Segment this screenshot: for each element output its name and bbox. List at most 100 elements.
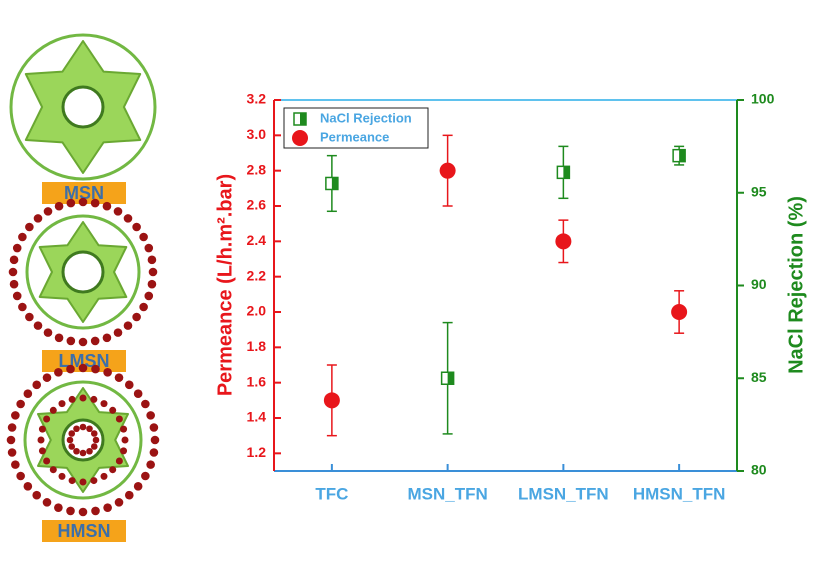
y2-tick-label: 90 [751,276,767,292]
mid-dot [43,457,51,465]
y-tick-label: 1.2 [247,444,267,460]
mid-dot [58,472,66,480]
shell-dot [141,399,150,409]
shell-dot [124,490,134,500]
shell-dot [103,503,112,512]
mid-dot [121,436,129,444]
shell-dot [7,423,17,432]
y2-tick-label: 95 [751,183,767,199]
mid-dot [49,466,57,474]
shell-dot [33,214,43,223]
shell-dot [9,255,19,265]
y2-axis-label: NaCl Rejection (%) [785,196,807,374]
shell-dot [23,481,33,491]
shell-dot [66,506,75,516]
x-tick-label: MSN_TFN [407,484,487,503]
marker-half [447,372,454,385]
inner-dot [79,423,87,431]
shell-dot [42,498,52,507]
shell-dot [149,448,159,457]
shell-dot [124,380,134,390]
shell-dot [43,328,53,337]
legend-label: NaCl Rejection [320,110,412,125]
shell-dot [11,460,20,469]
shell-dot [123,321,133,330]
mid-dot [38,425,46,433]
shell-dot [102,333,112,343]
y-tick-label: 3.2 [247,91,267,107]
data-point [323,392,340,409]
inner-dot [86,425,93,433]
legend-marker [293,112,307,126]
shell-dot [9,279,19,289]
inner-dot [90,430,98,437]
mid-dot [120,425,128,433]
shell-dot [66,336,76,346]
mid-dot [109,466,117,474]
shell-dot [16,399,25,409]
shell-dot [78,507,88,517]
shell-dot [43,207,53,216]
shell-dot [147,255,157,265]
x-tick-label: HMSN_TFN [633,484,726,503]
y-tick-label: 2.2 [247,267,267,283]
inner-dot [68,443,76,450]
shell-dot [132,222,141,232]
y-tick-label: 2.6 [247,197,267,213]
mid-dot [68,395,76,403]
inner-dot [68,430,76,437]
y-tick-label: 3.0 [247,126,267,142]
shell-dot [25,312,34,322]
label-box [42,350,126,372]
mid-dot [90,477,98,485]
legend-marker [292,130,308,146]
mid-dot [58,400,66,408]
mid-dot [38,447,46,455]
y2-tick-label: 80 [751,462,767,478]
shell-dot [42,373,52,382]
shell-dot [114,498,124,507]
inner-dot [92,436,100,444]
shell-dot [150,435,160,445]
shell-dot [66,198,76,208]
shell-dot [90,336,100,346]
data-point [439,162,456,179]
shell-dot [148,267,158,277]
data-point [556,165,571,180]
y2-tick-label: 100 [751,91,775,107]
shell-dot [12,243,22,253]
shell-dot [139,232,148,242]
inner-dot [66,436,74,444]
y-tick-label: 2.4 [247,232,267,248]
mid-dot [79,478,87,486]
y2-tick-label: 85 [751,369,767,385]
shell-dot [12,291,22,301]
mid-dot [115,457,123,465]
shell-dot [146,411,155,420]
y-tick-label: 2.0 [247,303,267,319]
shell-dot [149,423,159,432]
data-point [440,371,455,385]
data-point [672,148,686,163]
mid-dot [90,395,98,403]
inner-dot [79,449,87,457]
shell-dot [102,201,112,211]
data-point [555,233,572,250]
shell-dot [141,471,150,481]
pore [61,85,105,129]
shell-dot [33,321,43,330]
y-tick-label: 1.8 [247,338,267,354]
legend-label: Permeance [320,129,389,144]
illustration-label: HMSN [58,521,111,541]
shell-dot [113,207,123,216]
shell-dot [91,364,100,374]
shell-dot [144,243,154,253]
inner-dot [73,425,80,433]
pore [61,418,105,462]
data-point [325,176,339,191]
shell-dot [91,506,100,516]
shell-dot [16,471,25,481]
shell-dot [114,373,124,382]
